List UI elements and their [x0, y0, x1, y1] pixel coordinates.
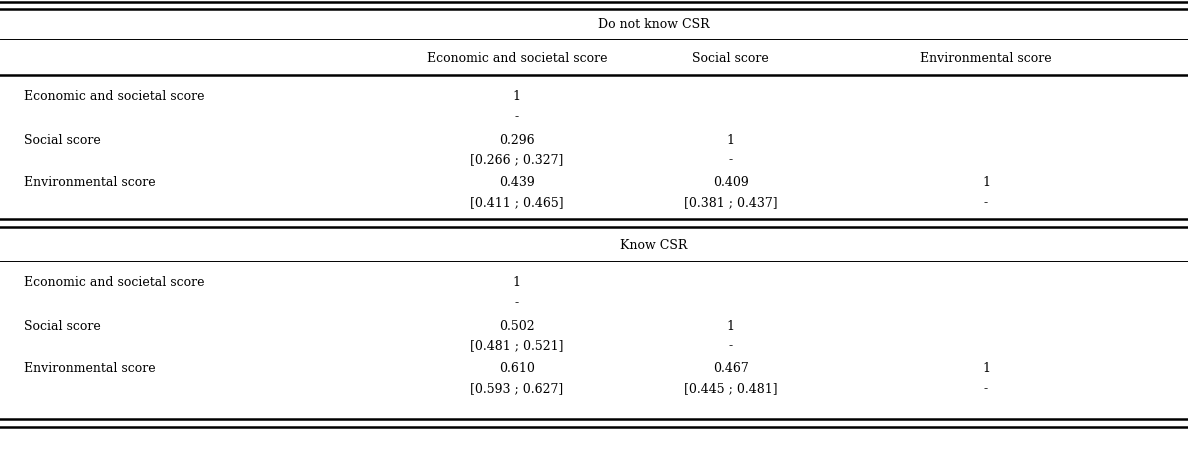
Text: Environmental score: Environmental score [24, 362, 156, 374]
Text: -: - [984, 196, 988, 209]
Text: Environmental score: Environmental score [24, 176, 156, 189]
Text: Social score: Social score [24, 319, 101, 332]
Text: 1: 1 [982, 176, 990, 189]
Text: 1: 1 [727, 133, 734, 146]
Text: 1: 1 [727, 319, 734, 332]
Text: Environmental score: Environmental score [921, 51, 1051, 64]
Text: Social score: Social score [693, 51, 769, 64]
Text: 0.296: 0.296 [499, 133, 535, 146]
Text: -: - [984, 382, 988, 394]
Text: Social score: Social score [24, 133, 101, 146]
Text: 0.467: 0.467 [713, 362, 748, 374]
Text: 0.409: 0.409 [713, 176, 748, 189]
Text: Do not know CSR: Do not know CSR [598, 19, 709, 31]
Text: Know CSR: Know CSR [620, 239, 687, 252]
Text: Economic and societal score: Economic and societal score [426, 51, 607, 64]
Text: [0.445 ; 0.481]: [0.445 ; 0.481] [684, 382, 777, 394]
Text: -: - [728, 339, 733, 352]
Text: [0.381 ; 0.437]: [0.381 ; 0.437] [684, 196, 777, 209]
Text: [0.593 ; 0.627]: [0.593 ; 0.627] [470, 382, 563, 394]
Text: 0.610: 0.610 [499, 362, 535, 374]
Text: 1: 1 [513, 276, 520, 289]
Text: 1: 1 [513, 90, 520, 103]
Text: [0.266 ; 0.327]: [0.266 ; 0.327] [470, 153, 563, 166]
Text: Economic and societal score: Economic and societal score [24, 276, 204, 289]
Text: -: - [514, 296, 519, 309]
Text: 1: 1 [982, 362, 990, 374]
Text: Economic and societal score: Economic and societal score [24, 90, 204, 103]
Text: 0.502: 0.502 [499, 319, 535, 332]
Text: [0.481 ; 0.521]: [0.481 ; 0.521] [470, 339, 563, 352]
Text: -: - [514, 110, 519, 123]
Text: [0.411 ; 0.465]: [0.411 ; 0.465] [470, 196, 563, 209]
Text: -: - [728, 153, 733, 166]
Text: 0.439: 0.439 [499, 176, 535, 189]
